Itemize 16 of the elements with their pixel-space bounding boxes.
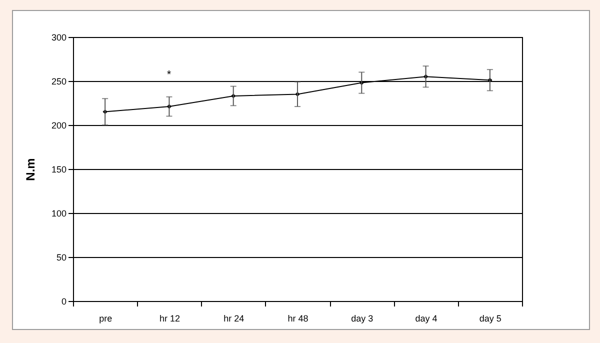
y-tick-label: 50 xyxy=(56,252,66,262)
x-tick-label: day 5 xyxy=(479,314,502,324)
y-tick-label: 150 xyxy=(51,164,66,174)
x-tick-label: pre xyxy=(99,314,112,324)
x-tick-label: day 3 xyxy=(351,314,374,324)
y-tick-label: 0 xyxy=(61,296,66,306)
y-axis-title: N.m xyxy=(23,158,38,181)
x-tick-label: hr 12 xyxy=(159,314,180,324)
x-tick-label: hr 48 xyxy=(288,314,308,324)
x-tick-label: day 4 xyxy=(415,314,438,324)
y-tick-label: 200 xyxy=(51,120,66,130)
y-tick-label: 300 xyxy=(51,32,66,42)
x-tick-label: hr 24 xyxy=(224,314,244,324)
y-tick-label: 100 xyxy=(51,208,66,218)
annotation: * xyxy=(166,69,172,81)
y-tick-label: 250 xyxy=(51,76,66,86)
